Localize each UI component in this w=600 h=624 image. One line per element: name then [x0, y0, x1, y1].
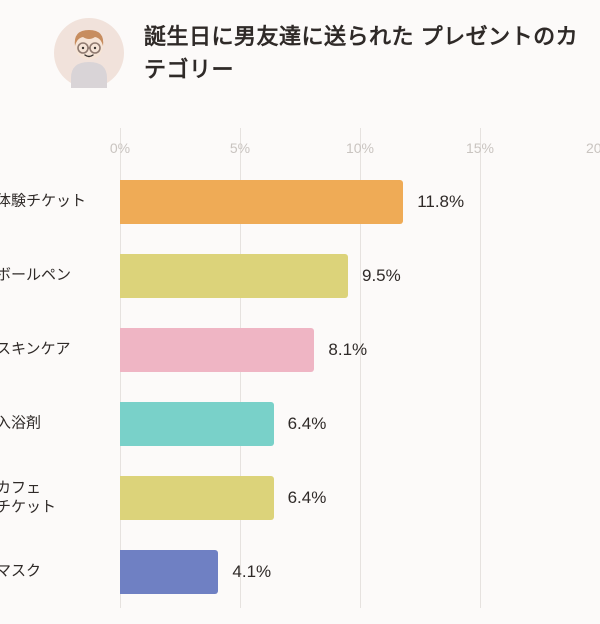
value-label: 11.8% — [417, 192, 464, 212]
bar — [120, 550, 218, 594]
category-label: 入浴剤 — [0, 415, 106, 434]
value-label: 6.4% — [288, 414, 327, 434]
category-label: 体験チケット — [0, 193, 106, 212]
bar-row: 体験チケット11.8% — [120, 180, 600, 224]
value-label: 8.1% — [328, 340, 367, 360]
chart-header: 誕生日に男友達に送られた プレゼントのカテゴリー — [0, 0, 600, 88]
bar — [120, 180, 403, 224]
category-label: カフェ チケット — [0, 479, 106, 517]
bar-row: マスク4.1% — [120, 550, 600, 594]
bar — [120, 254, 348, 298]
axis-tick-label: 20% — [586, 140, 600, 156]
bar-row: スキンケア8.1% — [120, 328, 600, 372]
bar — [120, 402, 274, 446]
bar-row: ボールペン9.5% — [120, 254, 600, 298]
bar — [120, 476, 274, 520]
value-label: 4.1% — [232, 562, 271, 582]
category-label: マスク — [0, 563, 106, 582]
bar-row: 入浴剤6.4% — [120, 402, 600, 446]
value-label: 9.5% — [362, 266, 401, 286]
axis-tick-label: 0% — [110, 140, 130, 156]
avatar — [54, 18, 124, 88]
bar-chart: 0%5%10%15%20% 体験チケット11.8%ボールペン9.5%スキンケア8… — [0, 128, 600, 608]
bar-row: カフェ チケット6.4% — [120, 476, 600, 520]
category-label: スキンケア — [0, 341, 106, 360]
axis-tick-label: 5% — [230, 140, 250, 156]
bar — [120, 328, 314, 372]
axis-tick-label: 15% — [466, 140, 494, 156]
chart-bars: 体験チケット11.8% ボールペン9.5% スキンケア8.1% 入浴剤6.4% カフェ … — [120, 180, 600, 624]
axis-tick-label: 10% — [346, 140, 374, 156]
value-label: 6.4% — [288, 488, 327, 508]
chart-title: 誕生日に男友達に送られた プレゼントのカテゴリー — [144, 20, 600, 86]
category-label: ボールペン — [0, 267, 106, 286]
